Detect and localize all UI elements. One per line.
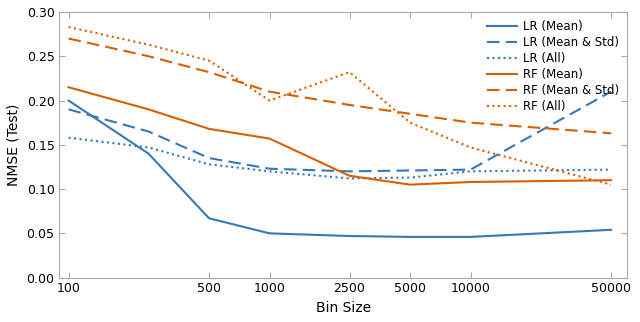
RF (All) xyxy=(145,43,152,47)
Line: LR (All): LR (All) xyxy=(68,138,611,178)
LR (All) xyxy=(346,176,353,180)
LR (Mean & Std) xyxy=(205,156,213,160)
RF (Mean & Std) xyxy=(467,121,474,125)
LR (Mean) xyxy=(346,234,353,238)
Line: RF (All): RF (All) xyxy=(68,27,611,185)
RF (Mean & Std) xyxy=(406,112,414,116)
RF (Mean & Std) xyxy=(346,103,353,107)
LR (All) xyxy=(467,169,474,173)
RF (Mean) xyxy=(65,85,72,89)
RF (Mean) xyxy=(607,178,615,182)
RF (All) xyxy=(607,183,615,186)
LR (Mean & Std) xyxy=(65,108,72,111)
RF (Mean & Std) xyxy=(266,90,273,94)
LR (Mean) xyxy=(65,99,72,102)
X-axis label: Bin Size: Bin Size xyxy=(316,301,371,315)
LR (Mean) xyxy=(406,235,414,239)
RF (Mean & Std) xyxy=(205,70,213,74)
RF (All) xyxy=(266,99,273,102)
RF (All) xyxy=(346,70,353,74)
Line: LR (Mean & Std): LR (Mean & Std) xyxy=(68,92,611,171)
LR (All) xyxy=(266,169,273,173)
LR (All) xyxy=(607,168,615,172)
RF (Mean) xyxy=(406,183,414,186)
LR (Mean & Std) xyxy=(467,168,474,172)
RF (Mean & Std) xyxy=(65,37,72,41)
Legend: LR (Mean), LR (Mean & Std), LR (All), RF (Mean), RF (Mean & Std), RF (All): LR (Mean), LR (Mean & Std), LR (All), RF… xyxy=(483,15,623,118)
LR (Mean) xyxy=(467,235,474,239)
Y-axis label: NMSE (Test): NMSE (Test) xyxy=(7,104,21,186)
RF (Mean) xyxy=(205,127,213,131)
LR (Mean & Std) xyxy=(406,168,414,172)
LR (All) xyxy=(65,136,72,140)
Line: RF (Mean): RF (Mean) xyxy=(68,87,611,185)
LR (All) xyxy=(406,175,414,179)
RF (Mean) xyxy=(266,137,273,140)
RF (Mean & Std) xyxy=(145,54,152,58)
LR (Mean & Std) xyxy=(145,129,152,133)
LR (All) xyxy=(145,146,152,149)
Line: LR (Mean): LR (Mean) xyxy=(68,100,611,237)
LR (All) xyxy=(205,162,213,166)
RF (All) xyxy=(205,59,213,62)
RF (Mean) xyxy=(346,174,353,178)
LR (Mean & Std) xyxy=(266,167,273,171)
Line: RF (Mean & Std): RF (Mean & Std) xyxy=(68,39,611,133)
RF (All) xyxy=(65,25,72,29)
RF (Mean) xyxy=(145,108,152,111)
RF (All) xyxy=(467,146,474,149)
LR (Mean & Std) xyxy=(346,169,353,173)
LR (Mean) xyxy=(205,216,213,220)
LR (Mean) xyxy=(145,152,152,156)
LR (Mean) xyxy=(266,232,273,235)
RF (All) xyxy=(406,121,414,125)
RF (Mean) xyxy=(467,180,474,184)
LR (Mean & Std) xyxy=(607,90,615,94)
LR (Mean) xyxy=(607,228,615,232)
RF (Mean & Std) xyxy=(607,131,615,135)
